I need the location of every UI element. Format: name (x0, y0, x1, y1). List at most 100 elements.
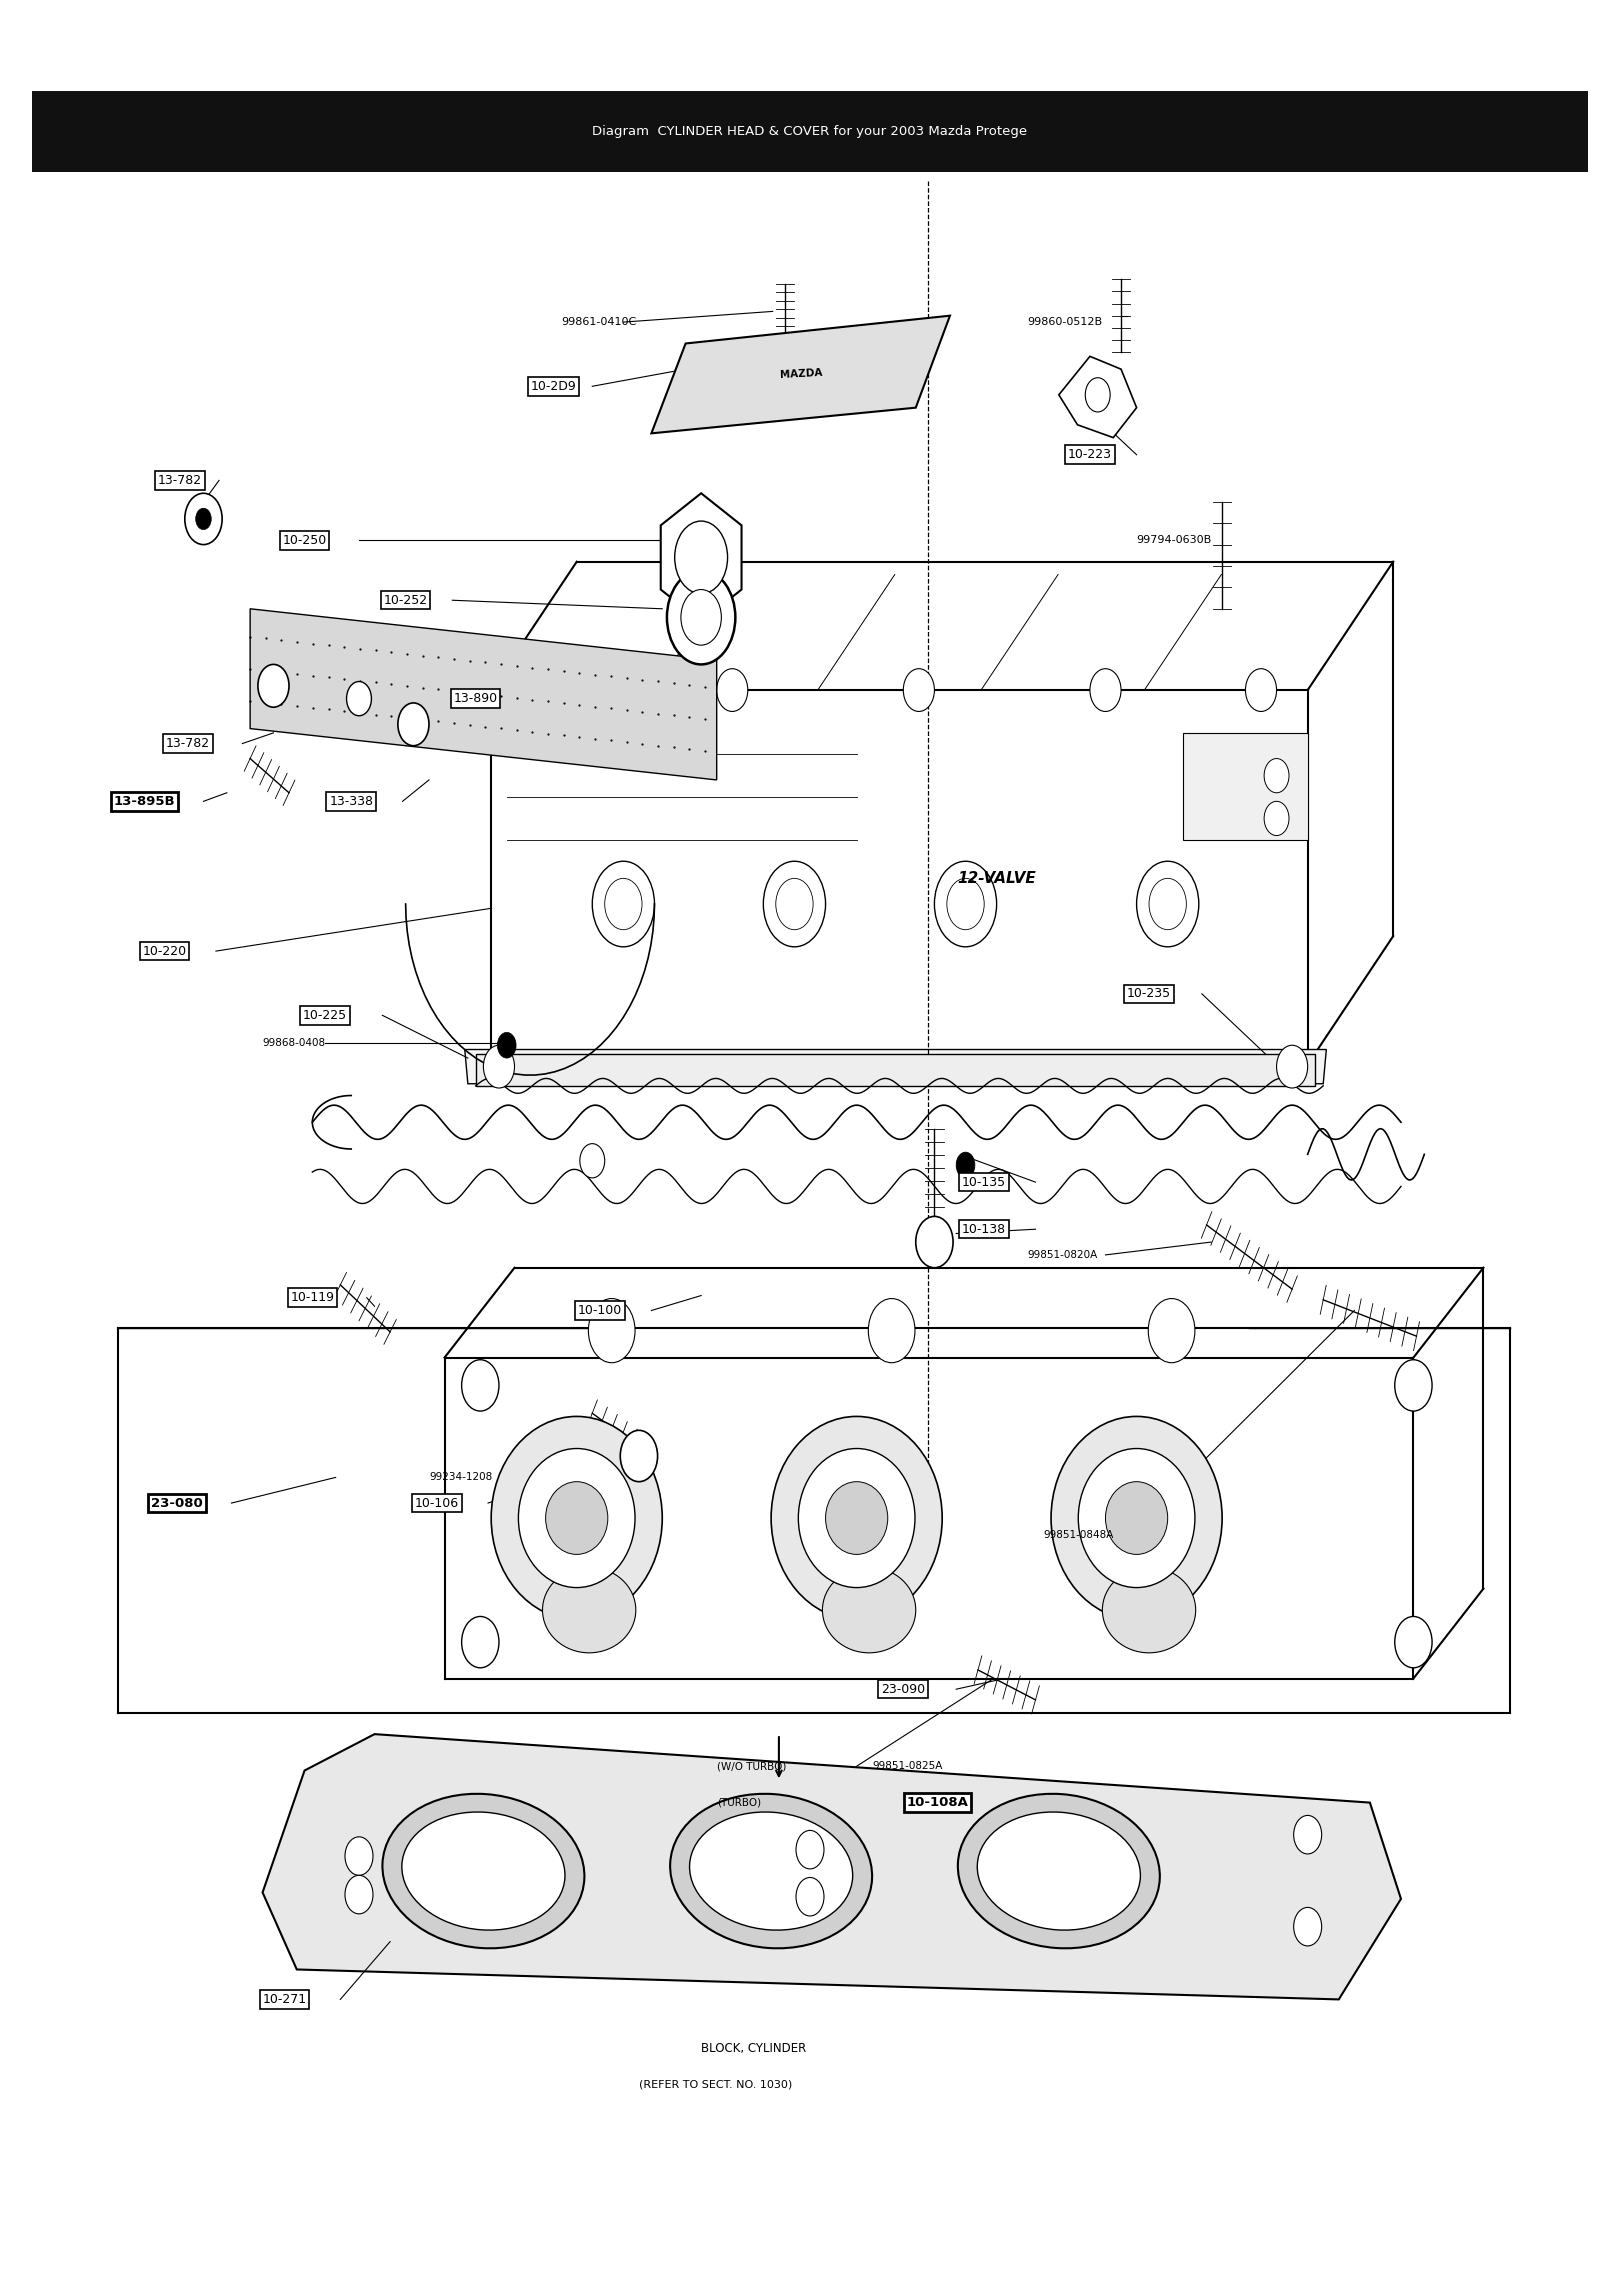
Ellipse shape (402, 1812, 565, 1930)
Polygon shape (249, 608, 716, 781)
Text: 99234-1208: 99234-1208 (429, 1473, 492, 1482)
Circle shape (1277, 1045, 1307, 1088)
Circle shape (946, 879, 985, 929)
Circle shape (561, 669, 593, 712)
Circle shape (580, 1143, 604, 1179)
Circle shape (716, 669, 748, 712)
Circle shape (776, 879, 813, 929)
Text: 10-119: 10-119 (290, 1290, 334, 1304)
Circle shape (795, 1878, 825, 1916)
Circle shape (1294, 1816, 1322, 1855)
Circle shape (956, 1152, 975, 1179)
Polygon shape (476, 1054, 1315, 1086)
Text: 10-223: 10-223 (1068, 448, 1111, 462)
Text: 99851-0825A: 99851-0825A (872, 1762, 943, 1771)
Ellipse shape (382, 1793, 585, 1948)
Text: MAZDA: MAZDA (779, 366, 823, 380)
Text: (W/O TURBO): (W/O TURBO) (716, 1762, 786, 1771)
Text: 99861-0410C: 99861-0410C (561, 316, 637, 328)
Ellipse shape (799, 1448, 915, 1589)
Circle shape (1395, 1616, 1432, 1668)
Text: 99794-0630B: 99794-0630B (1137, 535, 1212, 546)
Text: 99851-0820A: 99851-0820A (1027, 1250, 1098, 1261)
Circle shape (462, 1616, 499, 1668)
Polygon shape (1059, 357, 1137, 437)
Circle shape (915, 1215, 953, 1268)
Text: 10-135: 10-135 (962, 1177, 1006, 1188)
Ellipse shape (1102, 1568, 1196, 1652)
Circle shape (680, 589, 721, 644)
Text: Diagram  CYLINDER HEAD & COVER for your 2003 Mazda Protege: Diagram CYLINDER HEAD & COVER for your 2… (593, 125, 1027, 139)
Circle shape (620, 1429, 658, 1482)
Circle shape (667, 571, 735, 665)
Text: 10-106: 10-106 (415, 1498, 458, 1509)
Circle shape (196, 508, 211, 530)
Text: 13-338: 13-338 (329, 794, 373, 808)
Ellipse shape (491, 1416, 663, 1621)
Circle shape (904, 669, 935, 712)
Ellipse shape (671, 1793, 872, 1948)
Circle shape (345, 1875, 373, 1914)
Polygon shape (465, 1049, 1327, 1083)
Polygon shape (651, 316, 949, 432)
Text: 10-250: 10-250 (282, 535, 327, 546)
Text: 99868-0408: 99868-0408 (262, 1038, 326, 1047)
Text: 10-271: 10-271 (262, 1994, 306, 2005)
Text: 12-VALVE: 12-VALVE (957, 872, 1037, 885)
Ellipse shape (543, 1568, 635, 1652)
Circle shape (399, 703, 429, 747)
Ellipse shape (518, 1448, 635, 1589)
Text: 13-782: 13-782 (165, 737, 211, 751)
Circle shape (483, 1045, 515, 1088)
Circle shape (1395, 1359, 1432, 1411)
Ellipse shape (957, 1793, 1160, 1948)
Circle shape (462, 1359, 499, 1411)
Ellipse shape (823, 1568, 915, 1652)
Circle shape (1246, 669, 1277, 712)
Ellipse shape (1079, 1448, 1196, 1589)
Text: 13-782: 13-782 (159, 473, 202, 487)
Circle shape (345, 1837, 373, 1875)
Circle shape (258, 665, 288, 708)
Ellipse shape (771, 1416, 943, 1621)
Circle shape (1137, 860, 1199, 947)
Text: 13-890: 13-890 (454, 692, 497, 706)
Circle shape (1149, 879, 1186, 929)
Text: 99851-0848A: 99851-0848A (1043, 1529, 1113, 1541)
Text: 10-225: 10-225 (303, 1008, 347, 1022)
Circle shape (935, 860, 996, 947)
Circle shape (347, 681, 371, 715)
Text: 23-080: 23-080 (151, 1498, 202, 1509)
Circle shape (1085, 378, 1110, 412)
Circle shape (588, 1300, 635, 1363)
Ellipse shape (546, 1482, 608, 1555)
Text: 10-252: 10-252 (384, 594, 428, 608)
Circle shape (1149, 1300, 1196, 1363)
Polygon shape (1183, 733, 1307, 840)
Text: (REFER TO SECT. NO. 1030): (REFER TO SECT. NO. 1030) (638, 2080, 792, 2089)
Text: 10-100: 10-100 (578, 1304, 622, 1318)
Text: 10-235: 10-235 (1128, 988, 1171, 1001)
Text: 99860-0512B: 99860-0512B (1027, 316, 1103, 328)
Text: (TURBO): (TURBO) (716, 1798, 761, 1807)
Text: 23-090: 23-090 (881, 1682, 925, 1696)
Text: 10-108A: 10-108A (907, 1796, 969, 1809)
Circle shape (674, 521, 727, 594)
Circle shape (1264, 758, 1290, 792)
Text: 13-895B: 13-895B (113, 794, 175, 808)
Circle shape (868, 1300, 915, 1363)
Circle shape (1294, 1907, 1322, 1946)
Polygon shape (262, 1734, 1401, 1998)
Ellipse shape (1051, 1416, 1221, 1621)
Circle shape (1090, 669, 1121, 712)
Circle shape (185, 494, 222, 544)
Text: BLOCK, CYLINDER: BLOCK, CYLINDER (701, 2042, 807, 2055)
Polygon shape (661, 494, 742, 621)
Circle shape (763, 860, 826, 947)
Ellipse shape (1105, 1482, 1168, 1555)
Text: 10-220: 10-220 (143, 945, 186, 958)
Circle shape (604, 879, 642, 929)
Circle shape (795, 1830, 825, 1869)
Text: 10-2D9: 10-2D9 (530, 380, 577, 394)
Ellipse shape (977, 1812, 1140, 1930)
